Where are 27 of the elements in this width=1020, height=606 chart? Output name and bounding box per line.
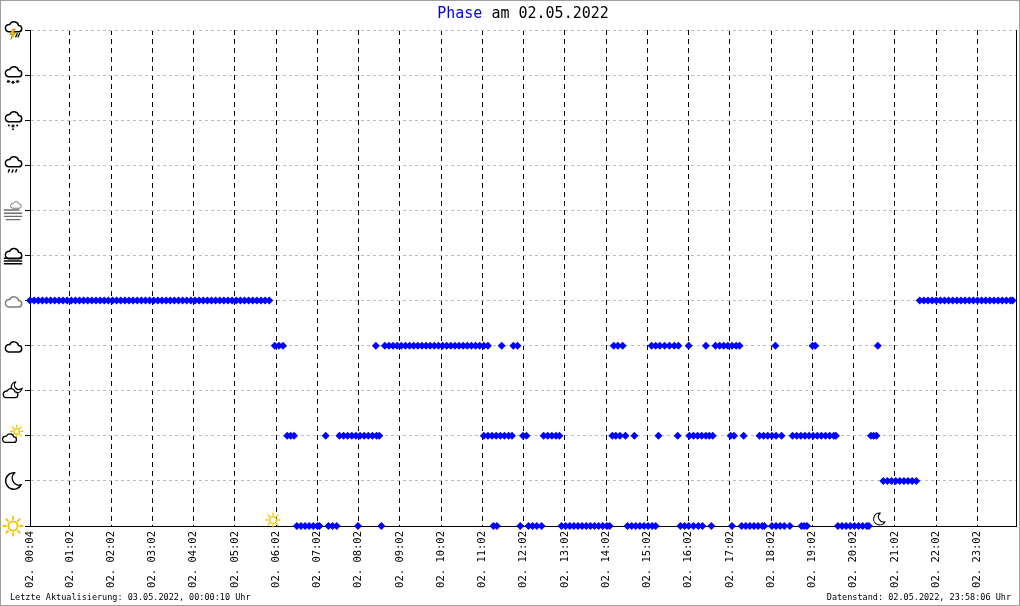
x-tick-label: 02. 09:02 — [392, 531, 405, 588]
x-tick-label: 02. 18:02 — [763, 531, 776, 588]
x-tick-label: 02. 05:02 — [227, 531, 240, 588]
x-tick-label: 02. 14:02 — [598, 531, 611, 588]
text: Datenstand: 02.05.2022, 23:58:06 Uhr — [826, 592, 1011, 603]
x-tick-label: 02. 00:04 — [22, 531, 35, 588]
x-tick-label: 02. 15:02 — [640, 531, 653, 588]
x-tick-label: 02. 16:02 — [681, 531, 694, 588]
x-tick-label: 02. 12:02 — [516, 531, 529, 588]
x-tick-label: 02. 06:02 — [268, 531, 281, 588]
x-tick-label: 02. 10:02 — [433, 531, 446, 588]
x-tick-label: 02. 01:02 — [62, 531, 75, 588]
x-tick-label: 02. 07:02 — [310, 531, 323, 588]
x-tick-label: 02. 08:02 — [351, 531, 364, 588]
x-tick-label: 02. 13:02 — [557, 531, 570, 588]
x-tick-label: 02. 22:02 — [928, 531, 941, 588]
x-tick-label: 02. 17:02 — [722, 531, 735, 588]
x-tick-label: 02. 03:02 — [145, 531, 158, 588]
x-tick-label: 02. 23:02 — [970, 531, 983, 588]
x-tick-label: 02. 04:02 — [186, 531, 199, 588]
x-tick-label: 02. 21:02 — [887, 531, 900, 588]
text: Letzte Aktualisierung: 03.05.2022, 00:00:10 Uhr — [10, 592, 251, 603]
x-tick-label: 02. 02:02 — [103, 531, 116, 588]
x-tick-label: 02. 20:02 — [846, 531, 859, 588]
x-tick-label: 02. 19:02 — [805, 531, 818, 588]
x-tick-label: 02. 11:02 — [475, 531, 488, 588]
chart-title: Phase am 02.05.2022 — [437, 4, 609, 22]
